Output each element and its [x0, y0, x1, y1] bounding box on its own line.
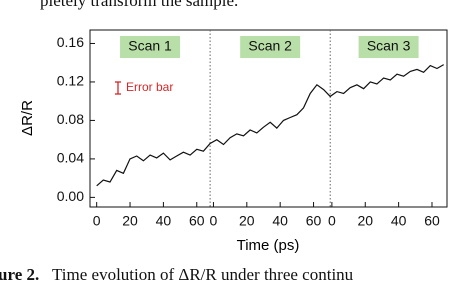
- x-tick-label: 0: [210, 213, 218, 229]
- x-tick-label: 20: [122, 213, 138, 229]
- x-tick-label: 0: [93, 213, 101, 229]
- data-line: [96, 64, 445, 187]
- y-tick-label: 0.16: [57, 34, 84, 50]
- y-tick-label: 0.04: [57, 150, 84, 166]
- plot-frame: [89, 29, 448, 208]
- scan-label-box: [120, 36, 181, 58]
- y-tick-label: 0.00: [57, 188, 84, 204]
- y-axis-label: ΔR/R: [19, 100, 36, 136]
- y-tick-label: 0.12: [57, 73, 84, 89]
- scan-label: Scan 1: [128, 38, 172, 54]
- x-tick-label: 60: [306, 213, 322, 229]
- x-axis-label: Time (ps): [237, 237, 300, 254]
- x-tick-label: 40: [272, 213, 288, 229]
- x-tick-label: 60: [424, 213, 440, 229]
- x-tick-label: 0: [328, 213, 336, 229]
- x-tick-label: 20: [239, 213, 255, 229]
- scan-label-box: [358, 36, 419, 58]
- scan-label: Scan 2: [248, 38, 292, 54]
- x-tick-label: 40: [156, 213, 172, 229]
- scan-label: Scan 3: [367, 38, 411, 54]
- caption-label: ure 2.: [0, 265, 39, 283]
- error-bar-label: Error bar: [126, 80, 173, 94]
- x-tick-label: 20: [357, 213, 373, 229]
- x-tick-label: 60: [189, 213, 205, 229]
- y-tick-label: 0.08: [57, 111, 84, 127]
- scan-label-box: [240, 36, 301, 58]
- error-bar: [115, 81, 121, 95]
- caption-text: Time evolution of ΔR/R under three conti…: [52, 265, 354, 283]
- caption-top: pletely transform the sample.: [40, 0, 238, 10]
- x-tick-label: 40: [391, 213, 407, 229]
